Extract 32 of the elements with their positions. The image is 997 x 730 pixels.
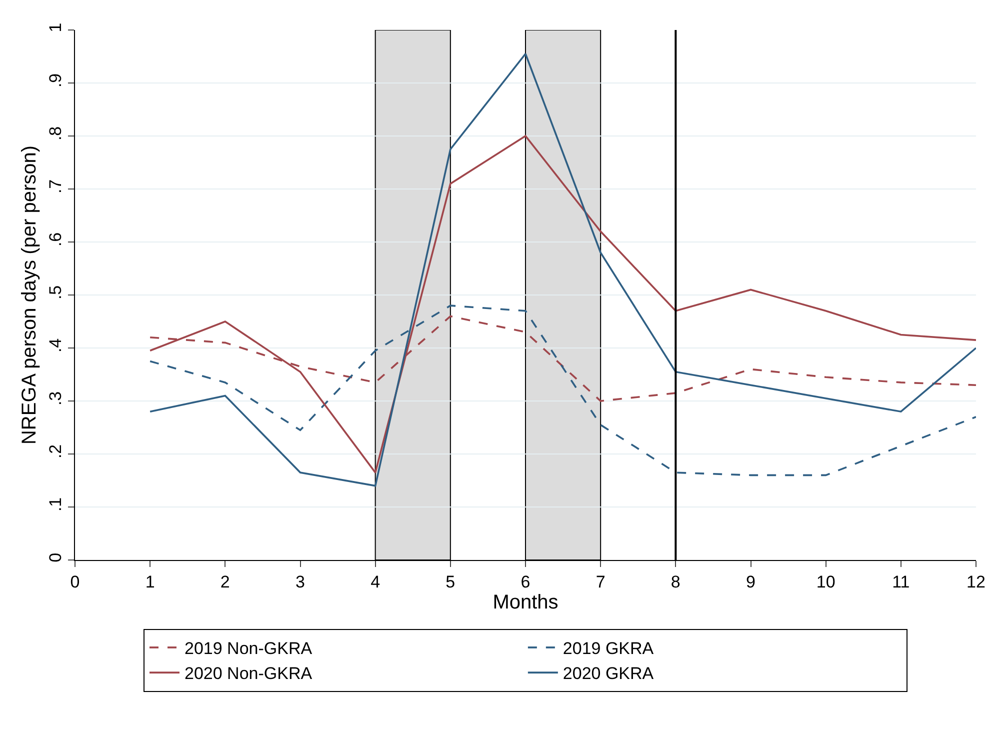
x-tick-label: 4 xyxy=(370,572,380,592)
y-tick-label: 1 xyxy=(46,22,66,32)
y-tick-label: .6 xyxy=(46,232,66,247)
legend-label: 2020 Non-GKRA xyxy=(184,664,313,684)
y-tick-label: .7 xyxy=(46,179,66,194)
y-tick-label: .3 xyxy=(46,391,66,406)
x-tick-label: 2 xyxy=(220,572,230,592)
x-tick-label: 5 xyxy=(446,572,456,592)
x-tick-label: 11 xyxy=(892,572,910,592)
x-tick-label: 3 xyxy=(296,572,305,592)
x-tick-label: 9 xyxy=(746,572,756,592)
y-tick-label: .1 xyxy=(46,497,66,512)
x-tick-label: 7 xyxy=(596,572,606,592)
x-tick-label: 12 xyxy=(966,572,986,592)
y-tick-label: .5 xyxy=(46,285,66,300)
legend-label: 2019 Non-GKRA xyxy=(184,639,313,658)
x-tick-label: 0 xyxy=(70,572,80,592)
x-tick-label: 10 xyxy=(816,572,836,592)
x-tick-label: 8 xyxy=(670,572,680,592)
y-tick-label: .9 xyxy=(46,73,66,88)
x-tick-label: 6 xyxy=(520,572,530,592)
legend-label: 2020 GKRA xyxy=(562,664,654,684)
line-series xyxy=(149,135,976,474)
line-series xyxy=(149,52,976,487)
x-tick-label: 1 xyxy=(145,572,155,592)
y-tick-label: .8 xyxy=(46,126,66,141)
x-axis-title: Months xyxy=(492,591,558,614)
y-tick-label: .2 xyxy=(46,444,66,459)
y-axis-title: NREGA person days (per person) xyxy=(18,145,41,445)
y-tick-label: 0 xyxy=(46,552,66,562)
y-tick-label: .4 xyxy=(46,338,66,353)
legend-label: 2019 GKRA xyxy=(562,639,654,658)
